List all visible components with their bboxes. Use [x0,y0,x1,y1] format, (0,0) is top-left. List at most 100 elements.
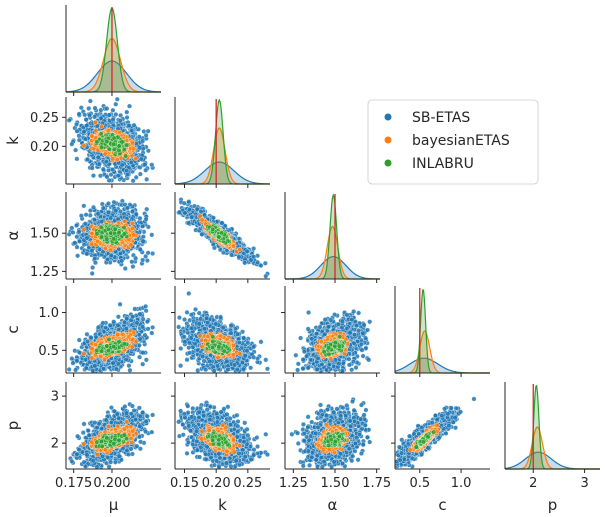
point [105,201,111,207]
point [129,128,135,134]
point [140,234,146,240]
point [131,122,137,128]
point [74,156,80,162]
point [145,128,151,134]
point [115,173,121,179]
point [106,167,111,173]
point [104,106,110,112]
point [140,138,146,144]
point [149,162,155,168]
point [81,242,87,248]
point [100,205,106,211]
point [123,153,129,159]
point [81,143,87,149]
point [130,178,136,184]
point [104,138,110,144]
point [104,236,110,242]
point [118,250,123,256]
point [82,221,88,227]
point [98,173,103,179]
point [95,211,101,217]
point [92,114,98,120]
point [118,112,124,118]
point [121,231,127,237]
point [110,156,116,162]
point [75,253,81,259]
point [124,115,130,120]
density-fill-INLABRU [175,100,270,184]
y-axis-label-k: k [4,136,22,145]
point [108,253,114,259]
panel-mu-vs-mu [65,5,162,96]
point [143,167,149,173]
point [81,203,87,209]
point [113,101,119,107]
point [89,270,95,276]
point [110,167,116,173]
point [90,173,96,179]
point [76,111,82,117]
point [99,234,104,240]
point [72,240,78,246]
point [116,230,122,236]
point [130,264,136,270]
panel-k-vs-k [174,97,271,188]
point [92,255,98,261]
point [110,117,116,123]
point [145,148,151,154]
point [69,225,75,231]
point [137,145,143,151]
density-fill-bayesianETAS [66,38,161,92]
point [137,215,143,221]
point [131,146,137,152]
point [117,118,123,124]
point [125,171,131,177]
point [103,159,109,165]
point [91,204,97,210]
point [112,226,118,232]
point [84,123,90,129]
point [85,156,91,162]
point [133,156,139,162]
point [114,157,120,162]
point [142,162,148,168]
point [83,117,89,122]
point [140,238,146,244]
point [150,251,156,256]
point [143,132,149,138]
point [74,234,80,240]
point [108,215,114,221]
point [137,164,143,170]
point [144,258,150,263]
point [99,144,104,150]
y-tick-label: 1.25 [30,265,59,280]
point [74,244,80,250]
point [95,154,101,160]
point [111,141,117,147]
point [104,174,110,180]
point [113,111,119,117]
point [87,112,93,118]
point [138,156,144,162]
point [98,107,104,113]
point [92,217,98,223]
point [107,247,113,253]
point [94,139,100,145]
point [130,140,136,146]
point [140,257,146,263]
point [111,236,117,242]
panel-alpha-vs-mu: 1.251.50α [4,192,161,283]
point [119,139,125,145]
point [122,266,128,271]
point [106,112,112,118]
point [89,133,95,139]
point [82,136,88,142]
y-tick-label: 0.20 [30,140,59,155]
point [98,224,104,230]
point [89,241,95,247]
point [92,120,98,126]
point [102,151,108,157]
point [114,96,120,102]
density-line-SB-ETAS [65,60,162,93]
point [137,247,143,253]
